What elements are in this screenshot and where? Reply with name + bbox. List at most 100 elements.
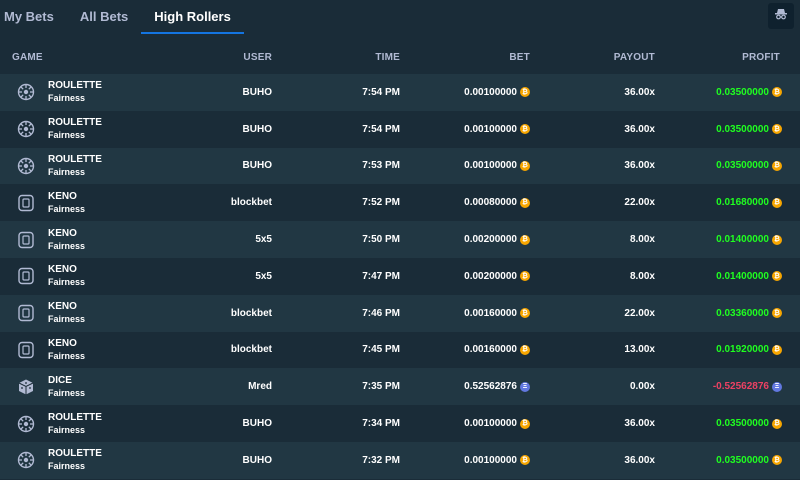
bitcoin-icon: ₿ [520,197,530,208]
profit-value: -0.52562876 [712,381,769,393]
profit-amount: 0.01400000 ₿ [655,271,782,282]
user-name[interactable]: blockbet [230,197,272,209]
table-row: KENO Fairness 5x5 7:47 PM 0.00200000 ₿ 8.00x 0.… [0,257,800,295]
roulette-icon [17,83,35,101]
fairness-link[interactable]: Fairness [48,461,86,472]
table-row: DICE Fairness Mred 7:35 PM 0.52562876 Ξ 0.00x -… [0,368,800,406]
game-cell: ROULETTE Fairness [0,412,190,436]
user-name[interactable]: BUHO [242,454,272,466]
bet-amount: 0.00100000 ₿ [400,418,530,429]
user-name[interactable]: 5x5 [255,270,272,282]
fairness-link[interactable]: Fairness [48,350,86,361]
table-row: KENO Fairness blockbet 7:52 PM 0.00080000 ₿ 22… [0,184,800,222]
fairness-link[interactable]: Fairness [48,314,86,325]
roulette-icon [17,157,35,175]
profit-amount: 0.03500000 ₿ [655,418,782,429]
column-header-game: GAME [12,51,43,63]
fairness-link[interactable]: Fairness [48,93,86,104]
profit-value: 0.03500000 [716,123,769,135]
payout-multiplier: 36.00x [624,418,655,430]
profit-amount: 0.01680000 ₿ [655,197,782,208]
profit-value: 0.03500000 [716,454,769,466]
game-name-link[interactable]: DICE [48,374,72,386]
bet-value: 0.00160000 [464,344,517,356]
bet-time: 7:46 PM [362,307,400,319]
bet-time: 7:50 PM [362,234,400,246]
bet-value: 0.00100000 [464,160,517,172]
tab-my-bets[interactable]: My Bets [4,9,54,24]
user-name[interactable]: blockbet [230,307,272,319]
bet-time: 7:45 PM [362,344,400,356]
table-row: KENO Fairness 5x5 7:50 PM 0.00200000 ₿ 8.00x 0.… [0,221,800,258]
game-name-link[interactable]: KENO [48,190,77,202]
bet-amount: 0.00160000 ₿ [400,344,530,355]
game-cell: ROULETTE Fairness [0,448,190,472]
game-name-link[interactable]: KENO [48,337,77,349]
bet-amount: 0.00100000 ₿ [400,124,530,135]
bitcoin-icon: ₿ [772,455,782,466]
bitcoin-icon: ₿ [772,124,782,135]
tab-all-bets[interactable]: All Bets [79,9,129,24]
fairness-link[interactable]: Fairness [48,424,86,435]
fairness-link[interactable]: Fairness [48,130,86,141]
bet-value: 0.00100000 [464,454,517,466]
profit-value: 0.03500000 [716,418,769,430]
bet-value: 0.00100000 [464,418,517,430]
game-name-link[interactable]: ROULETTE [48,448,102,460]
bet-amount: 0.00100000 ₿ [400,160,530,171]
fairness-link[interactable]: Fairness [48,387,86,398]
user-name[interactable]: BUHO [242,123,272,135]
table-header: GAME USER TIME BET PAYOUT PROFIT [0,40,800,74]
game-cell: ROULETTE Fairness [0,117,190,141]
roulette-icon [17,120,35,138]
game-cell: KENO Fairness [0,338,190,362]
keno-icon [17,231,35,249]
bet-time: 7:32 PM [362,454,400,466]
table-row: ROULETTE Fairness BUHO 7:34 PM 0.00100000 ₿ 36… [0,405,800,442]
game-name-link[interactable]: KENO [48,301,77,313]
bet-time: 7:35 PM [362,381,400,393]
payout-multiplier: 22.00x [624,307,655,319]
game-name-link[interactable]: ROULETTE [48,153,102,165]
game-name-link[interactable]: ROULETTE [48,117,102,129]
user-name[interactable]: 5x5 [255,234,272,246]
profit-value: 0.01400000 [716,234,769,246]
column-header-payout: PAYOUT [613,51,655,63]
bitcoin-icon: ₿ [520,234,530,245]
bitcoin-icon: ₿ [520,87,530,98]
bets-tabs: My Bets All Bets High Rollers [0,0,800,34]
user-name[interactable]: BUHO [242,418,272,430]
game-cell: DICE Fairness [0,375,190,399]
profit-amount: 0.01400000 ₿ [655,234,782,245]
keno-icon [17,304,35,322]
profit-value: 0.01680000 [716,197,769,209]
tab-high-rollers[interactable]: High Rollers [141,0,244,34]
user-name[interactable]: blockbet [230,344,272,356]
game-name-link[interactable]: KENO [48,264,77,276]
fairness-link[interactable]: Fairness [48,203,86,214]
table-row: KENO Fairness blockbet 7:45 PM 0.00160000 ₿ 13… [0,331,800,369]
bitcoin-icon: ₿ [772,87,782,98]
fairness-link[interactable]: Fairness [48,166,86,177]
fairness-link[interactable]: Fairness [48,240,86,251]
game-name-link[interactable]: ROULETTE [48,411,102,423]
bitcoin-icon: ₿ [520,124,530,135]
profit-value: 0.01920000 [716,344,769,356]
game-name-link[interactable]: ROULETTE [48,80,102,92]
incognito-toggle-button[interactable] [768,3,794,29]
user-name[interactable]: Mred [248,381,272,393]
profit-value: 0.03500000 [716,86,769,98]
fairness-link[interactable]: Fairness [48,277,86,288]
game-cell: ROULETTE Fairness [0,80,190,104]
user-name[interactable]: BUHO [242,160,272,172]
bet-value: 0.00200000 [464,234,517,246]
game-name-link[interactable]: KENO [48,227,77,239]
bet-time: 7:34 PM [362,418,400,430]
incognito-icon [774,7,788,26]
bitcoin-icon: ₿ [520,271,530,282]
user-name[interactable]: BUHO [242,86,272,98]
bitcoin-icon: ₿ [772,271,782,282]
payout-multiplier: 36.00x [624,86,655,98]
bitcoin-icon: ₿ [772,344,782,355]
table-row: ROULETTE Fairness BUHO 7:54 PM 0.00100000 ₿ 36… [0,74,800,111]
